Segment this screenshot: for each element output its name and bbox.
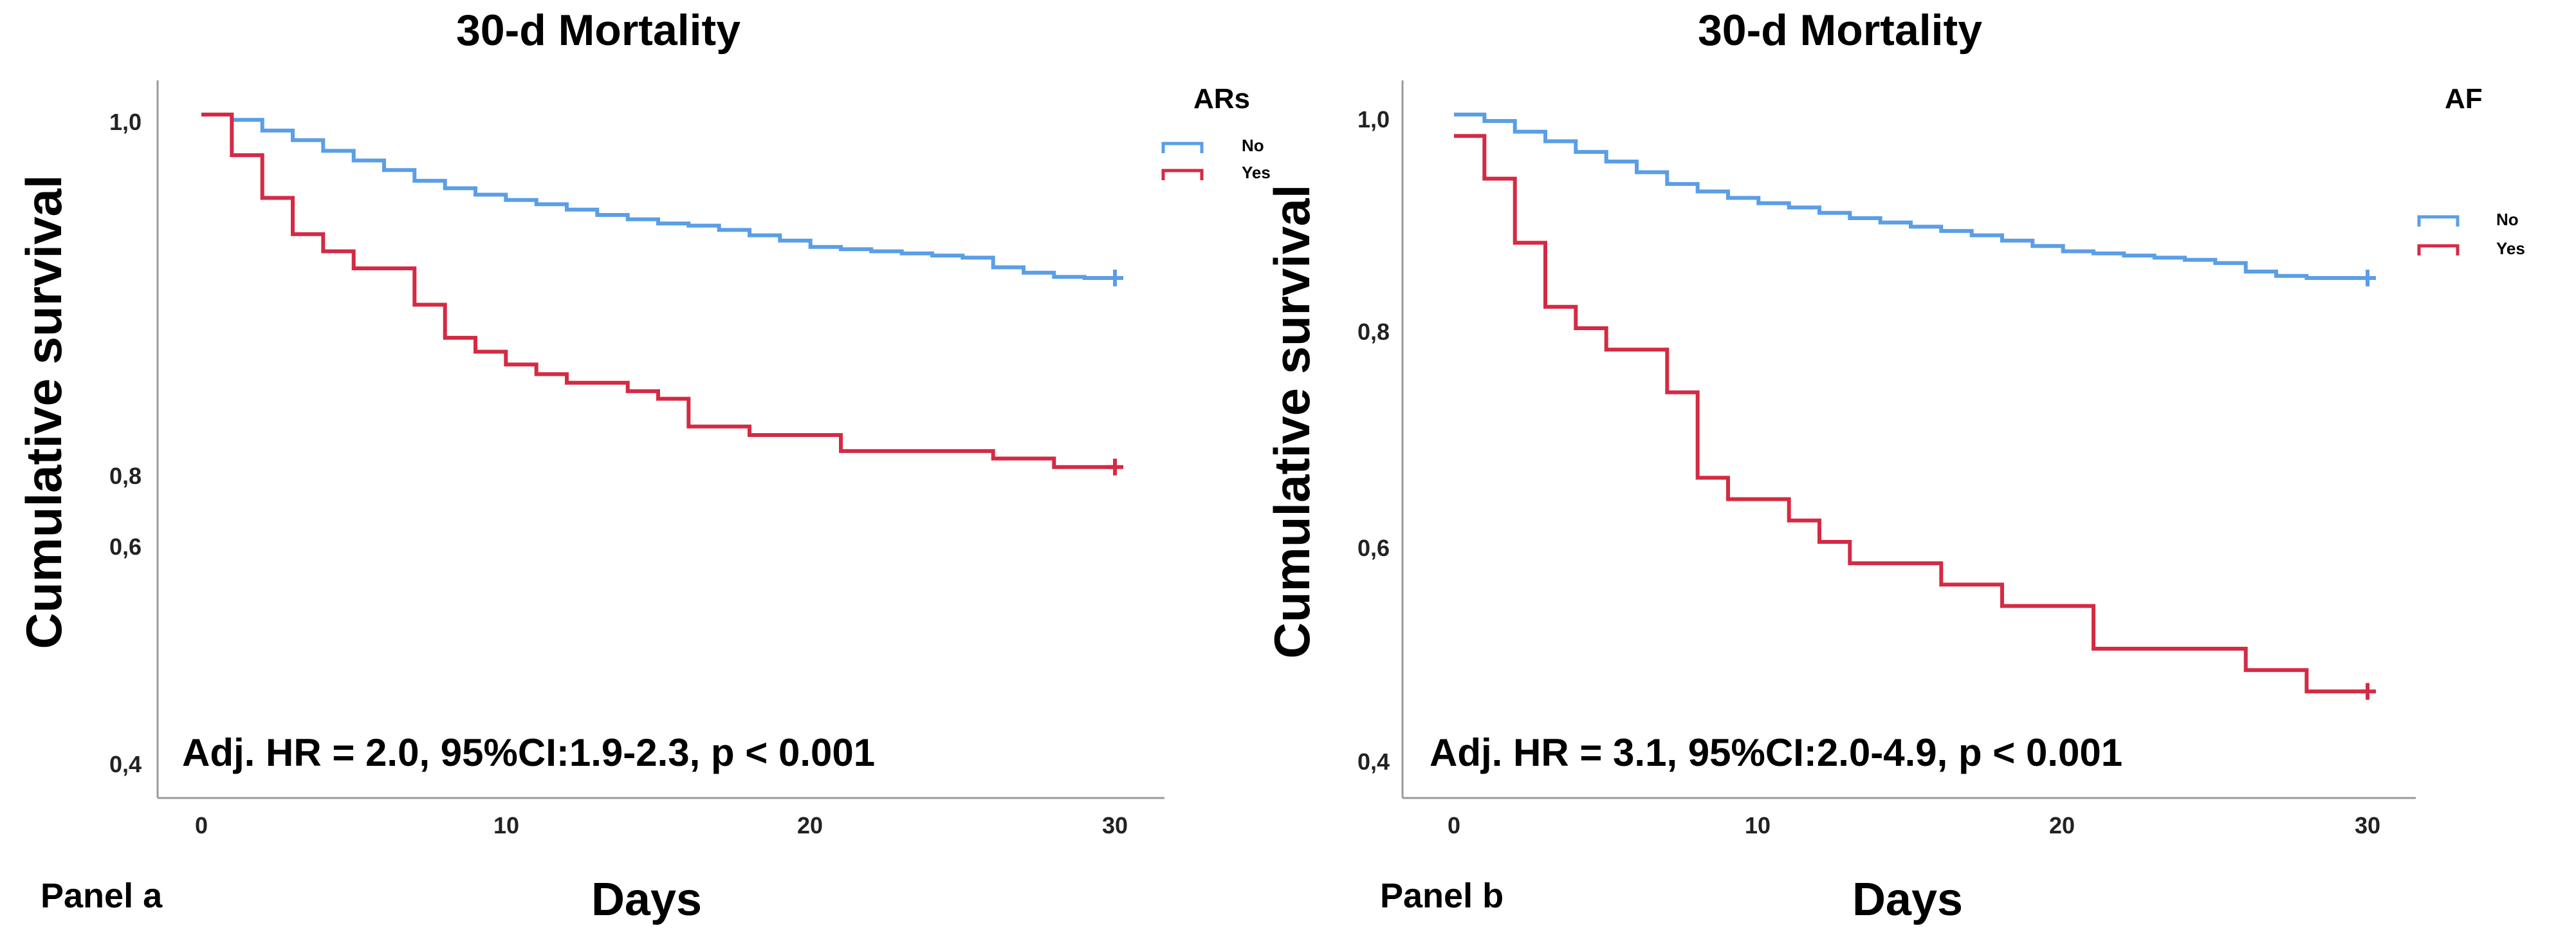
x-tick-label: 10 bbox=[493, 812, 519, 839]
survival-curve-yes bbox=[201, 113, 1115, 469]
y-tick-labels: 1,0 0,8 0,6 0,4 bbox=[1357, 106, 1390, 775]
legend-label-yes: Yes bbox=[2496, 239, 2525, 258]
legend-title: ARs bbox=[1193, 83, 1250, 115]
censor-marker-yes bbox=[2359, 683, 2376, 700]
x-tick-labels: 0 10 20 30 bbox=[1448, 812, 2380, 839]
legend-title: AF bbox=[2445, 83, 2483, 115]
y-axis-label: Cumulative survival bbox=[1264, 185, 1320, 659]
panel-b: 30-d Mortality Cumulative survival 1,0 0… bbox=[1264, 6, 2525, 925]
survival-curve-yes bbox=[1454, 134, 2368, 694]
x-axis-label: Days bbox=[1852, 874, 1963, 925]
survival-curve-no bbox=[201, 113, 1115, 280]
hazard-ratio-annotation: Adj. HR = 3.1, 95%CI:2.0-4.9, p < 0.001 bbox=[1430, 731, 2122, 774]
y-tick-label: 0,4 bbox=[109, 751, 142, 777]
x-tick-labels: 0 10 20 30 bbox=[195, 812, 1128, 839]
legend: AF No Yes bbox=[2417, 83, 2525, 258]
panel-a: 30-d Mortality Cumulative survival 1,0 0… bbox=[15, 6, 1271, 925]
legend-swatch-yes bbox=[1161, 169, 1204, 180]
x-tick-label: 10 bbox=[1745, 812, 1771, 839]
y-tick-label: 1,0 bbox=[109, 109, 142, 135]
legend-label-no: No bbox=[1242, 136, 1264, 155]
x-tick-label: 20 bbox=[797, 812, 823, 839]
chart-title: 30-d Mortality bbox=[1698, 6, 1982, 55]
y-tick-label: 1,0 bbox=[1357, 106, 1390, 133]
survival-curve-no bbox=[1454, 113, 2368, 280]
plot-area bbox=[201, 113, 1123, 476]
censor-marker-yes bbox=[1107, 458, 1123, 476]
chart-title: 30-d Mortality bbox=[456, 6, 741, 55]
legend-swatch-no bbox=[1161, 142, 1204, 153]
y-tick-label: 0,8 bbox=[1357, 319, 1390, 345]
x-tick-label: 20 bbox=[2049, 812, 2075, 839]
x-axis-label: Days bbox=[591, 874, 702, 925]
x-tick-label: 0 bbox=[195, 812, 208, 839]
hazard-ratio-annotation: Adj. HR = 2.0, 95%CI:1.9-2.3, p < 0.001 bbox=[182, 731, 875, 774]
panel-label: Panel a bbox=[41, 877, 163, 915]
panel-label: Panel b bbox=[1380, 877, 1504, 915]
legend-label-yes: Yes bbox=[1242, 163, 1271, 182]
y-tick-label: 0,6 bbox=[109, 534, 142, 560]
x-tick-label: 30 bbox=[1102, 812, 1128, 839]
censor-marker-no bbox=[1107, 269, 1123, 286]
legend-swatch-yes bbox=[2417, 244, 2460, 255]
x-tick-label: 0 bbox=[1448, 812, 1460, 839]
plot-area bbox=[1454, 113, 2376, 700]
censor-marker-no bbox=[2359, 269, 2376, 286]
y-tick-label: 0,6 bbox=[1357, 535, 1390, 561]
x-tick-label: 30 bbox=[2355, 812, 2380, 839]
y-tick-labels: 1,0 0,8 0,6 0,4 bbox=[109, 109, 142, 777]
legend-swatch-no bbox=[2417, 215, 2460, 227]
legend-label-no: No bbox=[2496, 210, 2519, 229]
y-tick-label: 0,8 bbox=[109, 463, 142, 489]
legend: ARs No Yes bbox=[1161, 83, 1271, 182]
y-axis-label: Cumulative survival bbox=[15, 175, 72, 649]
y-tick-label: 0,4 bbox=[1357, 748, 1390, 775]
